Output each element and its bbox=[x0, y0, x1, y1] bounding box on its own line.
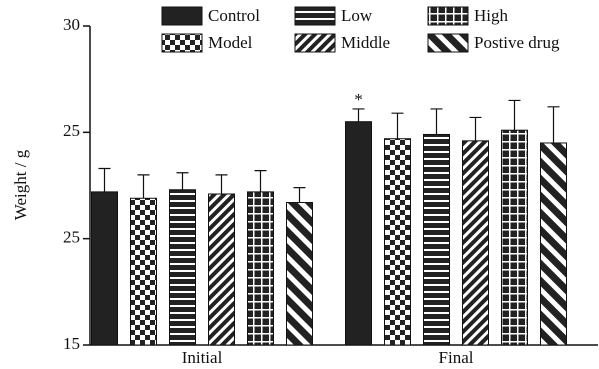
error-bar bbox=[547, 106, 560, 143]
bar bbox=[208, 193, 235, 346]
y-tick-label: 25 bbox=[63, 228, 80, 247]
bar bbox=[169, 189, 196, 346]
y-tick-label: 30 bbox=[63, 15, 80, 34]
x-tick-label: Final bbox=[439, 348, 474, 367]
bar bbox=[286, 202, 313, 346]
legend-swatch bbox=[294, 6, 336, 26]
error-bar bbox=[137, 174, 150, 199]
bar bbox=[345, 121, 372, 346]
annotation: * bbox=[354, 90, 363, 109]
y-tick-label: 15 bbox=[63, 334, 80, 353]
bar bbox=[540, 142, 567, 346]
error-bar bbox=[176, 172, 189, 190]
error-bar bbox=[469, 116, 482, 141]
legend-label: Model bbox=[208, 33, 253, 52]
error-bar bbox=[508, 99, 521, 131]
error-bar bbox=[430, 108, 443, 135]
legend-swatch bbox=[161, 33, 203, 53]
legend-label: Postive drug bbox=[474, 33, 560, 52]
legend-label: Control bbox=[208, 6, 260, 25]
bar bbox=[501, 129, 528, 346]
y-tick-label: 25 bbox=[63, 121, 80, 140]
bar bbox=[384, 138, 411, 346]
legend-swatch bbox=[161, 6, 203, 26]
bar bbox=[462, 140, 489, 346]
legend-swatch bbox=[427, 33, 469, 53]
legend-label: Middle bbox=[341, 33, 390, 52]
error-bar bbox=[293, 187, 306, 203]
bar bbox=[130, 197, 157, 346]
error-bar bbox=[352, 108, 365, 122]
error-bar bbox=[98, 167, 111, 192]
error-bar bbox=[215, 174, 228, 195]
bar bbox=[247, 191, 274, 346]
y-axis-label: Weight / g bbox=[11, 149, 30, 220]
x-tick-label: Initial bbox=[182, 348, 223, 367]
error-bar bbox=[254, 170, 267, 192]
legend-label: High bbox=[474, 6, 509, 25]
legend-swatch bbox=[427, 6, 469, 26]
legend-label: Low bbox=[341, 6, 373, 25]
error-bar bbox=[391, 112, 404, 139]
bar bbox=[91, 191, 118, 346]
bar bbox=[423, 133, 450, 346]
legend-swatch bbox=[294, 33, 336, 53]
